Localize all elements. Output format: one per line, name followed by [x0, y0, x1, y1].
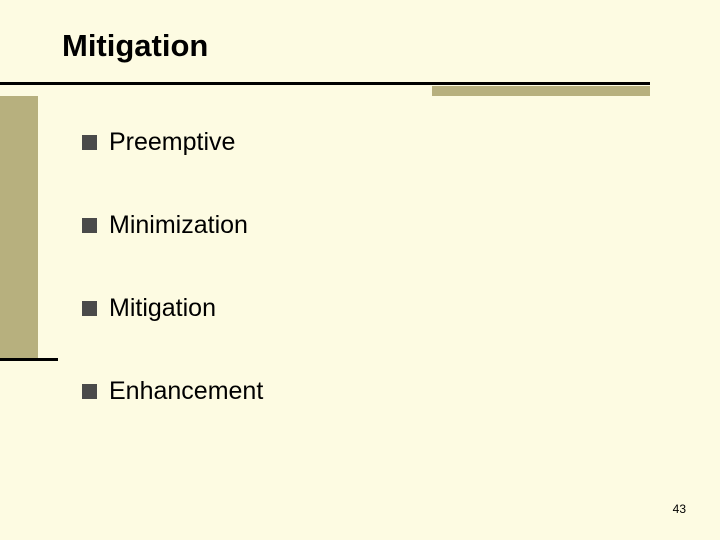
square-bullet-icon — [82, 218, 97, 233]
slide-title: Mitigation — [62, 28, 208, 64]
list-item: Minimization — [82, 211, 263, 240]
bullet-label: Preemptive — [109, 128, 235, 157]
bullet-label: Mitigation — [109, 294, 216, 323]
square-bullet-icon — [82, 301, 97, 316]
left-rail-underline — [0, 358, 58, 361]
slide: Mitigation Preemptive Minimization Mitig… — [0, 0, 720, 540]
list-item: Mitigation — [82, 294, 263, 323]
square-bullet-icon — [82, 384, 97, 399]
list-item: Preemptive — [82, 128, 263, 157]
left-rail — [0, 96, 38, 358]
list-item: Enhancement — [82, 377, 263, 406]
bullet-label: Enhancement — [109, 377, 263, 406]
bullet-label: Minimization — [109, 211, 248, 240]
page-number: 43 — [673, 502, 686, 516]
title-underline — [0, 82, 650, 85]
bullet-list: Preemptive Minimization Mitigation Enhan… — [82, 128, 263, 460]
square-bullet-icon — [82, 135, 97, 150]
accent-bar — [432, 86, 650, 96]
